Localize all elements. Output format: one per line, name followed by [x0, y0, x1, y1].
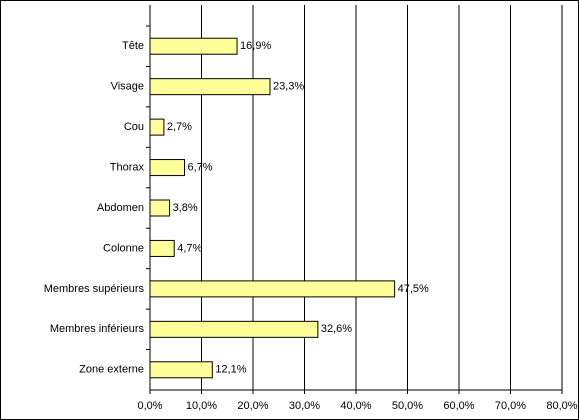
x-tick-label: 20,0% — [237, 400, 268, 412]
data-label: 12,1% — [215, 364, 246, 376]
y-tick-label: Colonne — [103, 242, 144, 254]
x-tick-label: 60,0% — [443, 400, 474, 412]
x-tick-label: 50,0% — [392, 400, 423, 412]
data-label: 32,6% — [321, 323, 352, 335]
y-tick-label: Abdomen — [97, 202, 144, 214]
data-label: 3,8% — [173, 202, 198, 214]
x-tick-label: 40,0% — [340, 400, 371, 412]
x-tick-label: 80,0% — [546, 400, 577, 412]
bar — [149, 118, 165, 136]
y-tick-label: Membres supérieurs — [44, 283, 145, 295]
x-tick-label: 70,0% — [495, 400, 526, 412]
y-tick-label: Thorax — [110, 161, 145, 173]
y-tick-label: Membres inférieurs — [50, 323, 145, 335]
bar — [149, 199, 171, 217]
x-tick-label: 30,0% — [289, 400, 320, 412]
data-label: 16,9% — [240, 40, 271, 52]
bar — [149, 37, 238, 55]
y-tick-label: Tête — [122, 40, 144, 52]
bar — [149, 159, 186, 177]
bar — [149, 78, 271, 96]
data-label: 6,7% — [188, 161, 213, 173]
y-tick-label: Cou — [124, 121, 144, 133]
data-label: 2,7% — [167, 121, 192, 133]
y-tick-label: Zone externe — [79, 364, 144, 376]
data-label: 47,5% — [398, 283, 429, 295]
data-label: 23,3% — [273, 81, 304, 93]
bar — [149, 320, 319, 338]
bar — [149, 280, 396, 298]
y-tick-label: Visage — [111, 81, 144, 93]
bar — [149, 361, 213, 379]
bar — [149, 239, 175, 257]
x-tick-label: 0,0% — [137, 400, 162, 412]
data-label: 4,7% — [177, 242, 202, 254]
x-tick-label: 10,0% — [186, 400, 217, 412]
